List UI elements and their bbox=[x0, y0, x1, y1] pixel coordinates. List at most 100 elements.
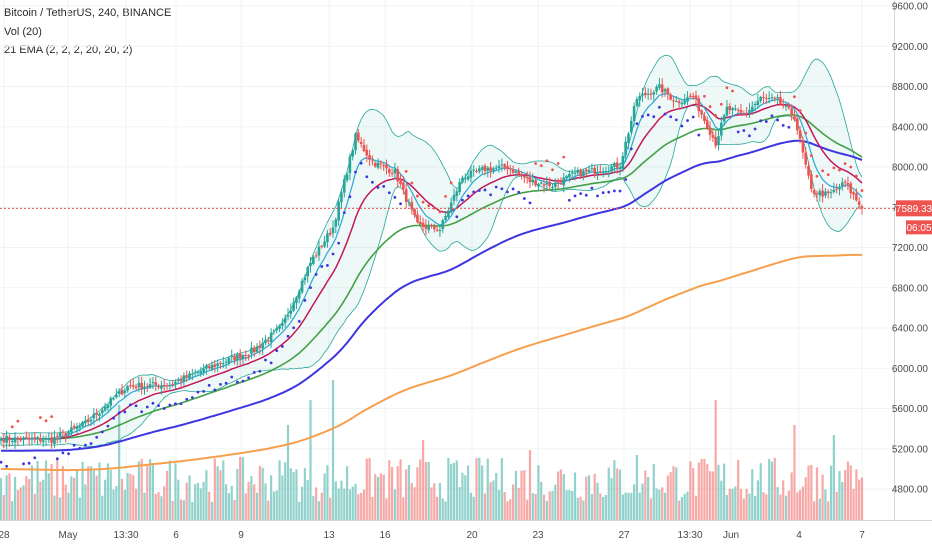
candle-body bbox=[78, 425, 82, 428]
candle-body bbox=[720, 122, 723, 136]
volume-bar bbox=[458, 487, 461, 520]
volume-bar bbox=[663, 492, 667, 520]
candle-body bbox=[272, 330, 276, 332]
time-axis[interactable]: 28 May 13:30 6 9 13 16 20 23 27 13:30 Jun 4 7 bbox=[0, 530, 865, 541]
candle-body bbox=[404, 189, 408, 202]
price-tick-label: 7200.00 bbox=[892, 243, 929, 254]
candle-body bbox=[475, 170, 478, 172]
volume-bar bbox=[182, 500, 185, 520]
volume-bar bbox=[154, 493, 157, 520]
candle-body bbox=[492, 168, 495, 171]
volume-bar bbox=[599, 493, 602, 520]
candle-body bbox=[708, 127, 712, 135]
candle-body bbox=[233, 355, 236, 361]
sar-dot bbox=[680, 124, 684, 128]
candle-body bbox=[469, 170, 473, 178]
volume-bar bbox=[793, 425, 796, 520]
candle-body bbox=[44, 438, 48, 440]
volume-bar bbox=[92, 470, 95, 520]
candle-body bbox=[551, 186, 554, 188]
candle-body bbox=[534, 180, 537, 186]
volume-bar bbox=[160, 496, 163, 520]
candle-body bbox=[351, 150, 355, 157]
volume-bar bbox=[649, 498, 653, 520]
volume-bar bbox=[348, 489, 352, 520]
parabolic-sar bbox=[0, 86, 864, 468]
sar-dot bbox=[483, 188, 487, 192]
candle-body bbox=[835, 188, 838, 190]
volume-bar bbox=[286, 425, 290, 520]
candle-body bbox=[61, 431, 65, 433]
volume-bar bbox=[50, 463, 53, 520]
volume-bar bbox=[25, 476, 28, 520]
candle-body bbox=[528, 177, 532, 183]
volume-bar bbox=[770, 461, 774, 520]
volume-indicator-label[interactable]: Vol (20) bbox=[4, 26, 42, 38]
volume-bar bbox=[855, 469, 858, 520]
candle-body bbox=[424, 225, 428, 229]
volume-bar bbox=[416, 467, 419, 520]
sar-dot bbox=[359, 161, 363, 165]
volume-bar bbox=[326, 465, 329, 520]
sar-dot bbox=[449, 181, 453, 185]
candle-body bbox=[345, 174, 349, 181]
volume-bar bbox=[300, 486, 304, 520]
sar-dot bbox=[207, 383, 211, 387]
candle-body bbox=[641, 93, 644, 96]
sar-dot bbox=[10, 425, 14, 429]
sar-dot bbox=[331, 252, 335, 256]
sar-dot bbox=[38, 416, 42, 419]
sar-dot bbox=[567, 198, 571, 202]
volume-bar bbox=[838, 471, 841, 520]
candle-body bbox=[593, 167, 596, 174]
volume-bar bbox=[405, 469, 408, 520]
price-axis[interactable]: 4800.00 5200.00 5600.00 6000.00 6400.00 6800.… bbox=[892, 2, 929, 496]
sar-dot bbox=[691, 115, 695, 119]
volume-bar bbox=[514, 470, 518, 520]
volume-bar bbox=[450, 463, 453, 520]
volume-bar bbox=[329, 497, 332, 520]
volume-bar bbox=[784, 495, 788, 520]
volume-bar bbox=[455, 460, 458, 520]
volume-bar bbox=[486, 458, 489, 520]
candle-body bbox=[804, 152, 808, 165]
candle-body bbox=[776, 97, 779, 99]
volume-bar bbox=[199, 488, 202, 520]
volume-bar bbox=[815, 467, 819, 520]
volume-bar bbox=[447, 457, 450, 520]
volume-bar bbox=[334, 481, 337, 520]
candle-body bbox=[219, 362, 222, 365]
sar-dot bbox=[506, 190, 509, 194]
candle-body bbox=[607, 170, 611, 172]
sar-dot bbox=[5, 464, 9, 468]
volume-bar bbox=[410, 483, 413, 520]
candle-body bbox=[559, 183, 563, 185]
volume-bar bbox=[70, 476, 73, 520]
candle-body bbox=[281, 323, 284, 326]
candle-body bbox=[407, 202, 411, 204]
candle-body bbox=[449, 202, 453, 212]
volume-bar bbox=[520, 470, 523, 520]
sar-dot bbox=[387, 191, 391, 195]
candle-body bbox=[508, 168, 512, 170]
sar-dot bbox=[646, 113, 650, 117]
candle-body bbox=[86, 419, 90, 423]
sar-dot bbox=[849, 165, 853, 169]
candle-body bbox=[615, 162, 619, 168]
candle-body bbox=[382, 165, 385, 167]
candle-body bbox=[413, 209, 416, 216]
last-price-value: 7589.33 bbox=[896, 204, 932, 215]
volume-bar bbox=[393, 489, 397, 520]
candle-body bbox=[610, 166, 613, 172]
candle-body bbox=[250, 347, 253, 354]
candle-body bbox=[53, 437, 56, 445]
sar-dot bbox=[708, 105, 712, 109]
sar-dot bbox=[759, 119, 763, 123]
volume-bar bbox=[331, 380, 335, 520]
price-tick-label: 6400.00 bbox=[892, 324, 929, 335]
volume-bar bbox=[298, 501, 301, 520]
sar-dot bbox=[196, 390, 200, 394]
volume-bar bbox=[385, 498, 388, 520]
candle-body bbox=[452, 195, 456, 201]
